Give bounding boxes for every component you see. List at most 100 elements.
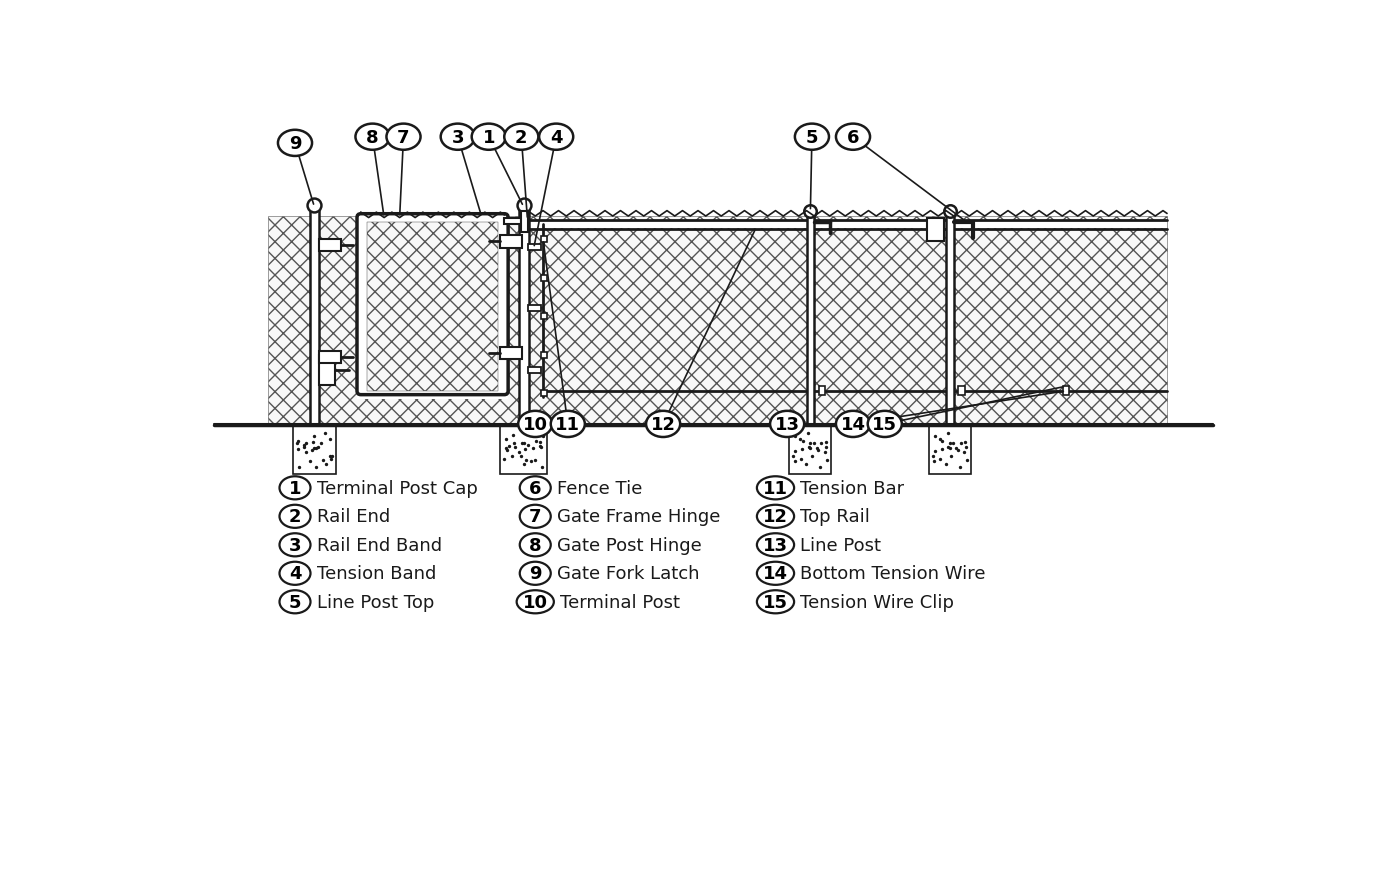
Point	[803, 437, 825, 451]
Ellipse shape	[278, 131, 312, 157]
Point	[312, 453, 334, 467]
Ellipse shape	[386, 125, 421, 151]
Text: Tension Wire Clip: Tension Wire Clip	[800, 593, 954, 611]
Text: 6: 6	[846, 129, 859, 146]
Text: Top Rail: Top Rail	[800, 508, 870, 525]
Point	[530, 460, 553, 474]
Point	[530, 440, 553, 454]
Point	[922, 449, 944, 463]
Bar	[292, 424, 336, 474]
Point	[299, 454, 322, 468]
Bar	[527, 245, 541, 251]
Point	[319, 432, 341, 446]
Text: 14: 14	[841, 416, 866, 433]
Point	[810, 437, 832, 451]
Point	[789, 452, 811, 466]
Text: 12: 12	[651, 416, 676, 433]
Text: 8: 8	[367, 129, 379, 146]
Point	[512, 457, 534, 471]
Ellipse shape	[441, 125, 474, 151]
Point	[295, 446, 318, 460]
Point	[943, 437, 965, 451]
Point	[935, 457, 957, 471]
Point	[522, 441, 544, 455]
Point	[511, 437, 533, 451]
Text: 14: 14	[762, 565, 788, 582]
Bar	[540, 314, 547, 320]
Point	[304, 441, 326, 455]
Point	[287, 442, 309, 456]
Point	[946, 441, 968, 455]
Point	[816, 453, 838, 467]
Point	[954, 436, 977, 450]
Bar	[501, 424, 547, 474]
Point	[783, 445, 806, 459]
Point	[940, 450, 963, 464]
Point	[939, 437, 961, 451]
Point	[816, 440, 838, 454]
Point	[315, 457, 337, 471]
Text: 13: 13	[775, 416, 800, 433]
Ellipse shape	[520, 533, 551, 557]
Text: 10: 10	[523, 593, 548, 611]
Point	[285, 437, 308, 451]
Point	[532, 430, 554, 444]
Ellipse shape	[757, 477, 795, 500]
Bar	[319, 355, 334, 386]
Text: Gate Fork Latch: Gate Fork Latch	[557, 565, 700, 582]
Point	[301, 436, 323, 450]
Bar	[501, 236, 522, 248]
Point	[502, 428, 525, 442]
Ellipse shape	[471, 125, 506, 151]
Bar	[540, 237, 547, 243]
Text: 2: 2	[288, 508, 301, 525]
Point	[495, 444, 518, 458]
Point	[783, 430, 806, 444]
Ellipse shape	[539, 125, 574, 151]
Bar	[501, 347, 522, 360]
Text: Rail End Band: Rail End Band	[316, 536, 442, 554]
Text: 5: 5	[806, 129, 818, 146]
Bar	[540, 275, 547, 282]
Point	[923, 430, 946, 444]
Text: 3: 3	[288, 536, 301, 554]
Bar	[519, 208, 529, 424]
Point	[790, 442, 813, 456]
Text: Terminal Post Cap: Terminal Post Cap	[316, 479, 477, 497]
Bar	[540, 353, 547, 359]
Point	[519, 454, 541, 468]
Ellipse shape	[280, 562, 311, 585]
Point	[799, 437, 821, 451]
Text: Tension Bar: Tension Bar	[800, 479, 904, 497]
Bar	[367, 223, 498, 391]
Point	[814, 436, 837, 450]
Point	[495, 441, 518, 455]
Point	[789, 432, 811, 446]
Point	[508, 446, 530, 460]
Bar	[357, 215, 508, 399]
Bar	[946, 213, 954, 424]
Ellipse shape	[795, 125, 830, 151]
Point	[313, 426, 336, 440]
Point	[949, 460, 971, 474]
Ellipse shape	[520, 505, 551, 528]
Point	[504, 437, 526, 451]
Ellipse shape	[769, 411, 804, 438]
Text: 12: 12	[762, 508, 788, 525]
Point	[529, 439, 551, 453]
Point	[956, 453, 978, 467]
Bar	[267, 217, 1167, 424]
Point	[319, 449, 341, 463]
Point	[783, 454, 806, 468]
Ellipse shape	[280, 590, 311, 614]
Point	[320, 450, 343, 464]
Ellipse shape	[757, 533, 795, 557]
Bar	[529, 221, 1167, 229]
Ellipse shape	[280, 505, 311, 528]
Point	[305, 441, 327, 455]
Ellipse shape	[355, 125, 389, 151]
Text: Gate Frame Hinge: Gate Frame Hinge	[557, 508, 720, 525]
Ellipse shape	[280, 533, 311, 557]
Text: 8: 8	[529, 536, 541, 554]
Point	[929, 432, 951, 446]
